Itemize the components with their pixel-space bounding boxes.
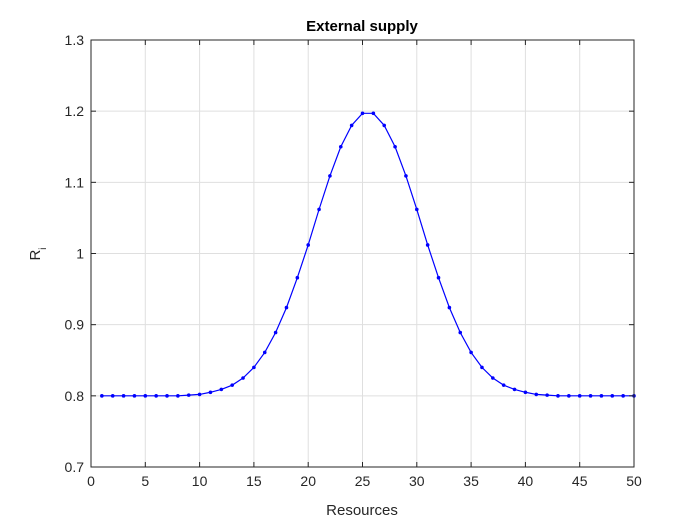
- data-point: [219, 387, 224, 392]
- data-point: [480, 365, 484, 370]
- x-tick-label: 40: [518, 473, 534, 489]
- x-tick-label: 20: [300, 473, 316, 489]
- data-point: [610, 394, 615, 398]
- data-point: [491, 376, 495, 380]
- data-point: [404, 174, 408, 178]
- y-tick-label: 0.7: [65, 459, 85, 475]
- data-point: [110, 394, 115, 398]
- data-point: [556, 394, 560, 398]
- data-point: [469, 350, 473, 355]
- data-point: [230, 383, 234, 387]
- y-tick-label: 1.2: [65, 103, 85, 119]
- y-tick-label: 1.3: [65, 32, 85, 48]
- data-point: [208, 390, 213, 395]
- x-axis-label: Resources: [326, 502, 398, 519]
- data-point: [382, 123, 387, 128]
- y-tick-label: 1: [76, 246, 84, 262]
- data-point: [165, 394, 169, 398]
- data-point: [523, 390, 528, 395]
- x-tick-label: 15: [246, 473, 262, 489]
- data-point: [241, 376, 245, 380]
- data-point: [154, 394, 158, 398]
- data-point: [577, 394, 582, 398]
- x-tick-label: 50: [626, 473, 642, 489]
- ticks: 0 5 10 15 20 25 30 35 40 45 50 0.7 0.8 0.9 1 1.1 1.2 1.3: [65, 32, 642, 489]
- data-point: [306, 243, 311, 247]
- data-line: [101, 112, 634, 397]
- data-point: [132, 394, 137, 398]
- x-tick-label: 5: [141, 473, 149, 489]
- data-point: [284, 305, 289, 310]
- x-tick-label: 35: [463, 473, 479, 489]
- data-point: [295, 275, 300, 280]
- data-point: [317, 207, 321, 212]
- x-tick-label: 10: [192, 473, 208, 489]
- svg-text:Ri: Ri: [27, 247, 49, 260]
- data-point: [425, 243, 430, 247]
- data-point: [458, 330, 463, 335]
- data-point: [121, 394, 126, 398]
- data-point: [534, 392, 539, 397]
- data-point: [371, 111, 376, 116]
- data-point: [599, 394, 604, 398]
- x-tick-label: 30: [409, 473, 425, 489]
- x-tick-label: 45: [572, 473, 588, 489]
- data-point: [545, 393, 549, 397]
- data-point: [197, 392, 202, 397]
- data-point: [273, 330, 278, 335]
- data-point: [588, 394, 593, 398]
- data-point: [512, 387, 517, 392]
- data-point: [447, 305, 452, 310]
- y-tick-label: 1.1: [65, 174, 85, 190]
- data-point: [621, 394, 625, 398]
- data-point: [415, 207, 419, 212]
- data-point: [262, 350, 267, 355]
- data-point: [328, 174, 332, 178]
- data-point: [436, 275, 441, 280]
- data-point: [176, 394, 180, 398]
- y-axis-label-sub: i: [38, 247, 49, 249]
- data-point: [186, 393, 191, 397]
- data-point: [349, 123, 354, 128]
- y-tick-label: 0.8: [65, 388, 85, 404]
- y-axis-label: Ri: [27, 247, 49, 260]
- data-point: [393, 144, 397, 149]
- data-point: [252, 365, 256, 370]
- data-point: [501, 383, 506, 387]
- data-point: [567, 394, 571, 398]
- data-point: [100, 394, 104, 398]
- chart-title: External supply: [306, 18, 418, 35]
- y-axis-label-main: R: [27, 250, 44, 261]
- data-point: [143, 394, 148, 398]
- y-tick-label: 0.9: [65, 317, 85, 333]
- series-line: [100, 111, 636, 398]
- x-tick-label: 0: [87, 473, 95, 489]
- data-point: [338, 144, 343, 149]
- x-tick-label: 25: [355, 473, 371, 489]
- data-point: [360, 111, 365, 116]
